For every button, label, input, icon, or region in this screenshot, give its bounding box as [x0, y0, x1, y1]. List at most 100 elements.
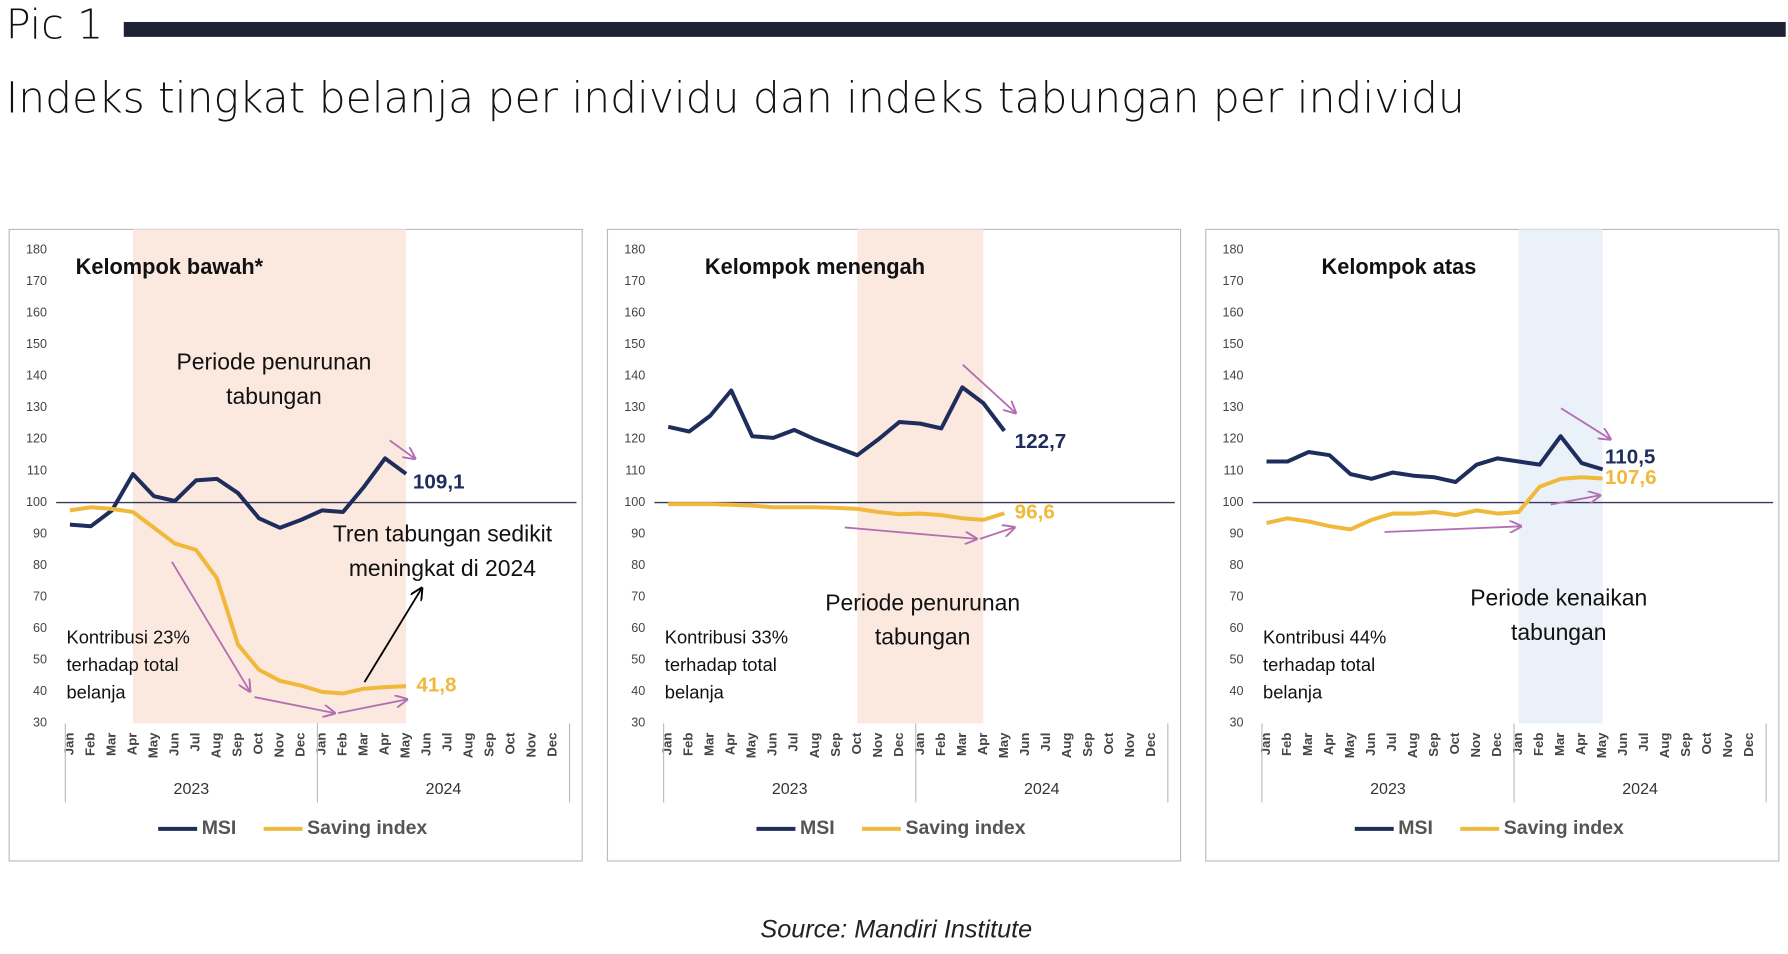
y-tick-label: 90 — [1230, 526, 1244, 540]
x-tick-label: May — [744, 732, 759, 758]
x-tick-label: Oct — [1101, 732, 1116, 755]
arrow — [1560, 407, 1610, 439]
arrow — [254, 696, 334, 713]
y-tick-label: 90 — [33, 526, 47, 540]
x-tick-label: Sep — [1426, 733, 1441, 757]
x-tick-label: Aug — [807, 733, 822, 759]
y-tick-label: 100 — [1223, 495, 1244, 509]
y-tick-label: 170 — [1223, 274, 1244, 288]
y-tick-label: 100 — [26, 495, 47, 509]
y-tick-label: 40 — [631, 684, 645, 698]
note: belanja — [665, 681, 725, 702]
y-tick-label: 50 — [631, 653, 645, 667]
y-tick-label: 70 — [631, 590, 645, 604]
year-label: 2023 — [772, 780, 808, 798]
arrow — [844, 526, 977, 538]
x-tick-label: Jan — [1510, 733, 1525, 756]
y-tick-label: 70 — [33, 590, 47, 604]
x-tick-label: Jun — [166, 733, 181, 756]
y-tick-label: 30 — [33, 716, 47, 730]
y-tick-label: 80 — [33, 558, 47, 572]
arrow — [962, 363, 1016, 413]
x-tick-label: Feb — [933, 733, 948, 756]
y-tick-label: 160 — [26, 306, 47, 320]
x-tick-label: Apr — [723, 733, 738, 756]
header-bar — [123, 21, 1786, 37]
source: Source: Mandiri Institute — [760, 916, 1032, 944]
x-tick-label: Nov — [1122, 732, 1137, 758]
series-line — [69, 505, 407, 696]
x-tick-label: May — [1594, 732, 1609, 758]
y-tick-label: 110 — [625, 463, 645, 477]
y-tick-label: 30 — [1230, 716, 1244, 730]
note: Kontribusi 33% — [665, 626, 788, 647]
y-tick-label: 140 — [1223, 369, 1244, 383]
x-tick-label: Apr — [1321, 733, 1336, 756]
annotation: tabungan — [1511, 619, 1607, 645]
chart-title: Kelompok atas — [1322, 254, 1477, 279]
arrow — [389, 439, 415, 458]
y-tick-label: 70 — [1230, 590, 1244, 604]
x-tick-label: May — [1342, 732, 1357, 758]
x-tick-label: Dec — [1489, 733, 1504, 757]
series-line — [1266, 475, 1603, 532]
x-tick-label: Oct — [1447, 732, 1462, 755]
y-tick-label: 50 — [1230, 653, 1244, 667]
y-tick-label: 80 — [631, 558, 645, 572]
y-tick-label: 120 — [1223, 432, 1244, 446]
x-tick-label: Jan — [912, 733, 927, 756]
arrow — [1384, 526, 1521, 532]
y-tick-label: 60 — [1230, 621, 1244, 635]
x-tick-label: Mar — [356, 733, 371, 756]
x-tick-label: Sep — [1678, 733, 1693, 757]
legend-label: MSI — [800, 817, 835, 839]
y-tick-label: 90 — [631, 526, 645, 540]
x-tick-label: Sep — [229, 733, 244, 757]
arrow — [337, 699, 407, 715]
x-tick-label: Apr — [975, 733, 990, 756]
chart-panel: 30 40 50 60 70 80 90 100 110 120 130 140 150 160 170 18… — [1205, 228, 1780, 862]
y-tick-label: 150 — [624, 337, 645, 351]
x-tick-label: Jul — [1384, 733, 1399, 752]
x-tick-label: Feb — [82, 733, 97, 756]
value-label: 41,8 — [416, 674, 456, 697]
y-tick-label: 30 — [631, 716, 645, 730]
annotation: Tren tabungan sedikit — [333, 521, 553, 547]
arrow — [171, 561, 250, 692]
annotation: Periode penurunan — [176, 349, 371, 375]
y-tick-label: 100 — [624, 495, 645, 509]
series-line — [668, 502, 1005, 522]
x-tick-label: Sep — [1080, 733, 1095, 757]
x-tick-label: Jul — [440, 733, 455, 752]
year-label: 2024 — [1622, 780, 1658, 798]
x-tick-label: Jul — [786, 733, 801, 752]
x-tick-label: Feb — [335, 733, 350, 756]
year-label: 2023 — [174, 780, 210, 798]
annotation: tabungan — [875, 624, 971, 650]
pic-label: Pic 1 — [6, 1, 103, 49]
x-tick-label: Dec — [1143, 733, 1158, 757]
y-tick-label: 40 — [33, 684, 47, 698]
legend-label: Saving index — [905, 817, 1025, 839]
value-label: 107,6 — [1605, 466, 1657, 489]
chart-panel: 30 40 50 60 70 80 90 100 110 120 130 140 150 160 170 18… — [8, 228, 583, 862]
note: Kontribusi 44% — [1263, 626, 1386, 647]
y-tick-label: 160 — [624, 306, 645, 320]
x-tick-label: Nov — [271, 732, 286, 758]
x-tick-label: Mar — [702, 733, 717, 756]
chart-title: Kelompok menengah — [705, 254, 925, 279]
y-tick-label: 120 — [624, 432, 645, 446]
y-tick-label: 150 — [26, 337, 47, 351]
x-tick-label: Apr — [1573, 733, 1588, 756]
annotation: Periode kenaikan — [1470, 585, 1647, 611]
y-tick-label: 180 — [624, 242, 645, 256]
x-tick-label: Oct — [849, 732, 864, 755]
x-tick-label: Nov — [1468, 732, 1483, 758]
year-label: 2024 — [426, 780, 462, 798]
x-tick-label: Oct — [250, 732, 265, 755]
y-tick-label: 50 — [33, 653, 47, 667]
legend-label: MSI — [1398, 817, 1433, 839]
y-tick-label: 170 — [624, 274, 645, 288]
